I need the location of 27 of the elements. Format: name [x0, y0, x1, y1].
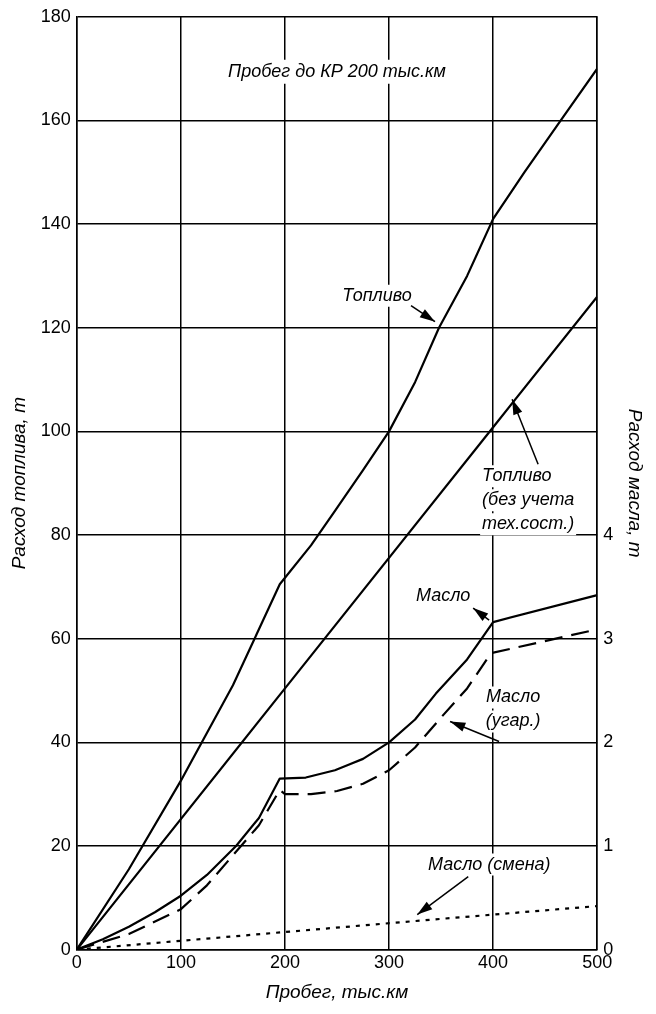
x-tick-label: 100	[165, 952, 196, 973]
y-tick-label: 0	[60, 938, 71, 959]
y-tick-label: 80	[50, 523, 71, 544]
y-tick-label: 180	[40, 5, 71, 26]
y-tick-label: 100	[40, 420, 71, 441]
x-axis-title: Пробег, тыс.км	[265, 980, 409, 1002]
y-tick-label: 40	[50, 731, 71, 752]
y-tick-label: 160	[40, 109, 71, 130]
y2-axis-title: Расход масла, т	[625, 408, 647, 558]
text: Масло (смена)	[427, 853, 551, 874]
y2-tick-label: 2	[603, 731, 614, 752]
y-axis-title: Расход топлива, т	[7, 397, 29, 570]
y2-tick-label: 1	[603, 834, 614, 855]
y-tick-label: 60	[50, 627, 71, 648]
series-label: Масло (угар.)	[485, 686, 541, 731]
y-tick-label: 20	[50, 834, 71, 855]
y-tick-label: 120	[40, 316, 71, 337]
y-tick-label: 140	[40, 213, 71, 234]
series-label: Топливо (без учета тех.сост.)	[482, 465, 575, 534]
x-tick-label: 300	[374, 952, 405, 973]
x-tick-label: 200	[269, 952, 300, 973]
series-label: Топливо	[342, 284, 412, 305]
y2-tick-label: 3	[603, 627, 614, 648]
y2-tick-label: 4	[603, 523, 614, 544]
text: Пробег до КР 200 тыс.км	[228, 60, 446, 81]
x-tick-label: 400	[478, 952, 509, 973]
series-label: Масло	[415, 585, 471, 606]
